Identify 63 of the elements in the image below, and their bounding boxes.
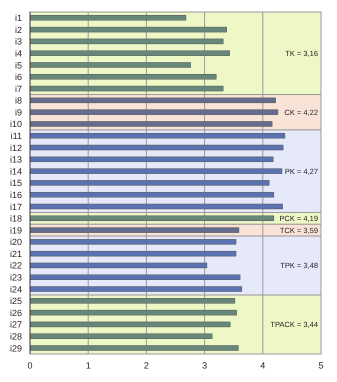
y-tick-label: i11 <box>10 131 22 142</box>
y-tick-label: i15 <box>10 178 22 188</box>
bar <box>30 192 274 198</box>
y-tick-label: i7 <box>14 84 22 94</box>
y-tick-label: i3 <box>14 36 22 47</box>
bar <box>30 345 239 351</box>
y-tick-label: i22 <box>10 260 22 271</box>
x-tick-label: 5 <box>318 360 324 370</box>
y-tick-label: i5 <box>14 60 22 70</box>
y-tick-label: i10 <box>10 119 22 130</box>
y-tick-label: i25 <box>10 296 22 306</box>
bar <box>30 132 286 138</box>
y-tick-label: i14 <box>10 166 22 176</box>
bar <box>30 109 278 115</box>
y-tick-label: i12 <box>10 142 22 153</box>
y-tick-label: i8 <box>14 96 22 106</box>
y-tick-label: i21 <box>10 248 22 259</box>
y-tick-label: i19 <box>10 225 22 236</box>
bar <box>30 144 284 150</box>
y-tick-label: i18 <box>10 214 22 224</box>
bar <box>30 15 186 21</box>
y-tick-label: i28 <box>10 332 22 342</box>
bar <box>30 168 282 174</box>
bar <box>30 310 237 316</box>
x-tick-label: 4 <box>260 360 266 370</box>
bar <box>30 250 236 256</box>
bar <box>30 74 216 80</box>
bar <box>30 156 274 162</box>
y-tick-label: i29 <box>10 343 22 354</box>
y-tick-label: i23 <box>10 272 22 283</box>
bar <box>30 262 208 268</box>
bar <box>30 274 240 280</box>
bar <box>30 50 230 56</box>
y-tick-label: i17 <box>10 202 22 212</box>
x-tick-label: 1 <box>86 360 91 370</box>
bar <box>30 26 227 32</box>
y-tick-label: i26 <box>10 308 22 318</box>
bar <box>30 38 224 44</box>
bar <box>30 227 240 233</box>
x-tick-label: 0 <box>27 360 33 370</box>
y-tick-label: i9 <box>14 107 22 118</box>
bar <box>30 204 283 210</box>
bar <box>30 298 236 304</box>
y-tick-label: i13 <box>10 154 22 165</box>
bar <box>30 62 191 68</box>
y-tick-label: i20 <box>10 237 22 248</box>
bar <box>30 322 230 328</box>
x-tick-label: 2 <box>144 360 149 370</box>
x-tick-label: 3 <box>202 360 208 370</box>
y-tick-label: i2 <box>14 24 22 35</box>
y-tick-label: i16 <box>10 190 22 200</box>
y-tick-label: i27 <box>10 320 22 330</box>
bar <box>30 286 242 292</box>
y-tick-label: i4 <box>14 48 22 58</box>
bar <box>30 121 272 127</box>
bar <box>30 86 224 92</box>
y-tick-label: i24 <box>10 284 22 294</box>
bar <box>30 98 276 104</box>
bar <box>30 239 236 245</box>
y-tick-label: i6 <box>14 72 22 82</box>
bar <box>30 180 270 186</box>
y-tick-label: i1 <box>14 13 22 24</box>
bar <box>30 333 212 339</box>
